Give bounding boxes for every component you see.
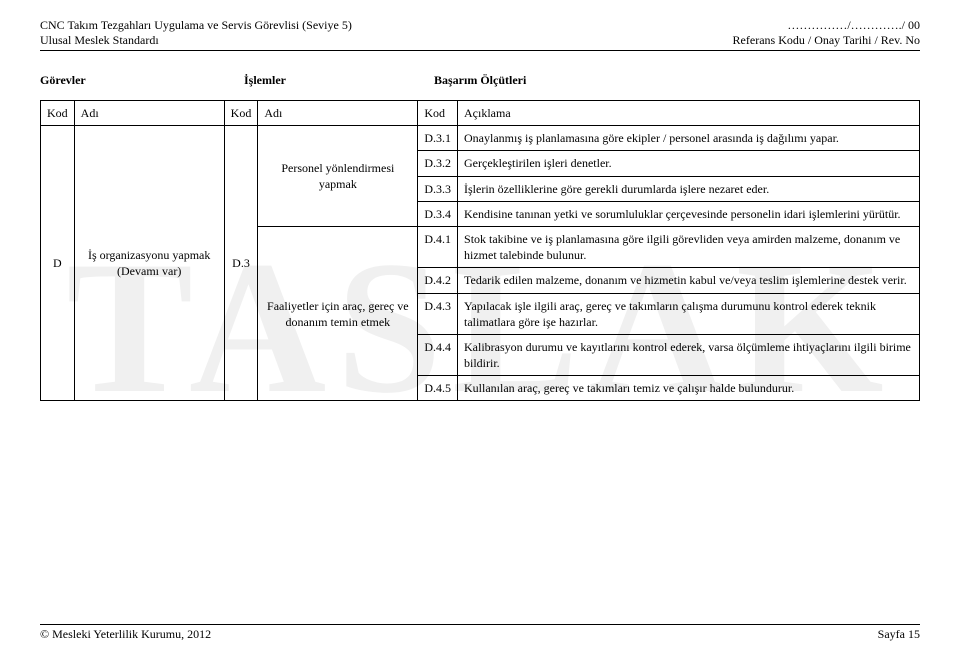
subhdr-adi2: Adı — [258, 101, 418, 126]
header-underline — [40, 50, 920, 51]
header-right-1: ……………/…………./ 00 — [787, 18, 920, 33]
col-gorevler: Görevler — [40, 69, 244, 92]
cell-row-text: Kendisine tanınan yetki ve sorumluluklar… — [458, 201, 920, 226]
cell-row-kod: D.4.2 — [418, 268, 458, 293]
table-row: D İş organizasyonu yapmak (Devamı var) D… — [41, 126, 920, 151]
subhdr-aciklama: Açıklama — [458, 101, 920, 126]
cell-row-kod: D.3.1 — [418, 126, 458, 151]
cell-row-text: Yapılacak işle ilgili araç, gereç ve tak… — [458, 293, 920, 334]
section-header-table: Görevler İşlemler Başarım Ölçütleri — [40, 69, 920, 92]
cell-row-kod: D.4.3 — [418, 293, 458, 334]
cell-row-text: Tedarik edilen malzeme, donanım ve hizme… — [458, 268, 920, 293]
cell-row-kod: D.3.3 — [418, 176, 458, 201]
header-row-2: Ulusal Meslek Standardı Referans Kodu / … — [40, 33, 920, 48]
cell-row-kod: D.4.5 — [418, 376, 458, 401]
subhdr-kod1: Kod — [41, 101, 75, 126]
cell-row-text: Gerçekleştirilen işleri denetler. — [458, 151, 920, 176]
subhdr-kod2: Kod — [224, 101, 258, 126]
subhdr-adi1: Adı — [74, 101, 224, 126]
header-right-2: Referans Kodu / Onay Tarihi / Rev. No — [733, 33, 920, 48]
cell-subgroup-kod: D.3 — [224, 126, 258, 401]
col-islemler: İşlemler — [244, 69, 434, 92]
cell-group-adi: İş organizasyonu yapmak (Devamı var) — [74, 126, 224, 401]
cell-sub1-adi: Personel yönlendirmesi yapmak — [258, 126, 418, 227]
subhdr-kod3: Kod — [418, 101, 458, 126]
cell-row-text: İşlerin özelliklerine göre gerekli durum… — [458, 176, 920, 201]
col-basarim: Başarım Ölçütleri — [434, 69, 920, 92]
cell-row-kod: D.3.2 — [418, 151, 458, 176]
header-left-1: CNC Takım Tezgahları Uygulama ve Servis … — [40, 18, 352, 33]
cell-row-kod: D.4.1 — [418, 226, 458, 267]
cell-row-text: Kullanılan araç, gereç ve takımları temi… — [458, 376, 920, 401]
footer-left: © Mesleki Yeterlilik Kurumu, 2012 — [40, 627, 211, 642]
header-left-2: Ulusal Meslek Standardı — [40, 33, 159, 48]
cell-row-text: Kalibrasyon durumu ve kayıtlarını kontro… — [458, 334, 920, 375]
footer-right: Sayfa 15 — [878, 627, 920, 642]
header-row-1: CNC Takım Tezgahları Uygulama ve Servis … — [40, 18, 920, 33]
cell-row-kod: D.3.4 — [418, 201, 458, 226]
page-footer: © Mesleki Yeterlilik Kurumu, 2012 Sayfa … — [40, 624, 920, 642]
table-subheader-row: Kod Adı Kod Adı Kod Açıklama — [41, 101, 920, 126]
cell-row-text: Stok takibine ve iş planlamasına göre il… — [458, 226, 920, 267]
cell-sub2-adi: Faaliyetler için araç, gereç ve donanım … — [258, 226, 418, 401]
cell-group-kod: D — [41, 126, 75, 401]
cell-row-kod: D.4.4 — [418, 334, 458, 375]
main-table: Kod Adı Kod Adı Kod Açıklama D İş organi… — [40, 100, 920, 401]
footer-line — [40, 624, 920, 625]
cell-row-text: Onaylanmış iş planlamasına göre ekipler … — [458, 126, 920, 151]
